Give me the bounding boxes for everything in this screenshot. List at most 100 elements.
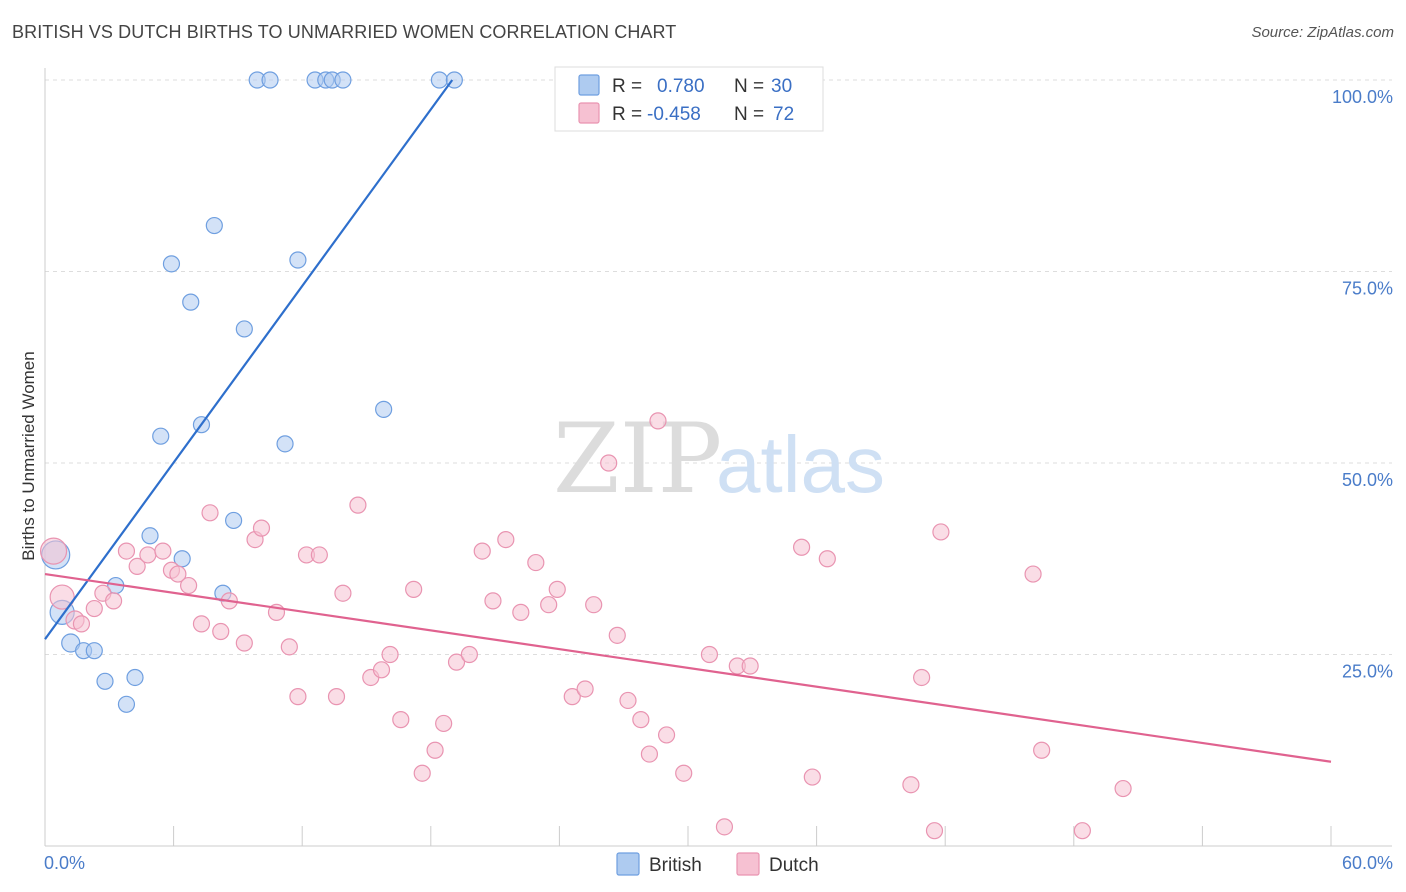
y-tick-label: 50.0% <box>1342 470 1393 490</box>
point-dutch <box>192 615 211 633</box>
legend-label-dutch: Dutch <box>769 855 819 876</box>
point-dutch <box>235 634 253 652</box>
point-british <box>152 427 170 445</box>
gridlines <box>45 79 1392 655</box>
point-british <box>117 695 136 713</box>
point-dutch <box>585 596 603 614</box>
point-dutch <box>741 657 759 675</box>
point-dutch <box>139 546 157 564</box>
y-tick-label: 75.0% <box>1342 279 1393 299</box>
stats-n-label-dutch: N = <box>734 104 764 125</box>
point-dutch <box>85 599 103 618</box>
point-dutch <box>426 741 444 759</box>
point-dutch <box>818 550 836 568</box>
stats-swatch-british <box>578 74 600 96</box>
point-dutch <box>280 638 298 656</box>
watermark-atlas: atlas <box>716 420 885 509</box>
point-dutch <box>349 496 367 514</box>
point-british <box>289 251 307 269</box>
point-dutch <box>252 519 271 537</box>
point-dutch <box>548 580 566 598</box>
point-dutch <box>640 745 659 763</box>
stats-r-value-british: 0.780 <box>657 76 705 97</box>
point-dutch <box>169 565 187 583</box>
trend-line-british <box>44 79 454 640</box>
point-british <box>205 216 223 235</box>
point-dutch <box>913 668 931 687</box>
x-tick-label-max: 60.0% <box>1342 853 1393 873</box>
point-dutch <box>381 645 399 664</box>
x-tick-label-min: 0.0% <box>44 853 85 873</box>
point-dutch <box>576 680 594 698</box>
stats-legend: R = 0.780 N = 30 R = -0.458 N = 72 <box>554 66 824 132</box>
trend-line-dutch <box>44 572 1332 763</box>
point-british <box>375 400 393 418</box>
x-tick-labels: 0.0% 60.0% <box>44 853 1393 873</box>
point-british <box>235 320 253 338</box>
point-dutch <box>392 711 410 729</box>
point-dutch <box>649 412 667 430</box>
point-british <box>96 672 114 690</box>
y-tick-labels: 25.0% 50.0% 75.0% 100.0% <box>1332 87 1393 682</box>
point-dutch <box>484 592 502 610</box>
point-dutch <box>473 542 491 560</box>
point-british <box>85 642 103 660</box>
point-dutch <box>460 645 478 664</box>
y-axis-label: Births to Unmarried Women <box>19 351 38 560</box>
point-dutch <box>715 818 734 836</box>
point-dutch <box>435 714 453 733</box>
chart-title: BRITISH VS DUTCH BIRTHS TO UNMARRIED WOM… <box>12 22 677 42</box>
stats-n-label-british: N = <box>734 76 764 97</box>
point-dutch <box>675 764 693 782</box>
legend-swatch-dutch <box>736 852 760 876</box>
point-dutch <box>563 688 581 706</box>
point-dutch <box>1073 822 1091 840</box>
point-dutch <box>372 661 391 679</box>
point-british <box>182 293 200 311</box>
point-dutch <box>1033 741 1051 759</box>
point-dutch <box>201 504 219 522</box>
trend-lines <box>44 79 1332 763</box>
point-dutch <box>527 553 545 572</box>
stats-r-label-british: R = <box>612 76 642 97</box>
y-tick-label: 25.0% <box>1342 662 1393 682</box>
point-dutch <box>497 530 515 549</box>
point-british <box>126 668 144 687</box>
point-british <box>334 71 352 89</box>
point-dutch <box>608 626 626 644</box>
point-dutch <box>104 592 123 610</box>
point-dutch <box>334 584 352 602</box>
stats-n-value-dutch: 72 <box>773 104 794 125</box>
point-dutch <box>289 688 307 706</box>
chart-source: Source: ZipAtlas.com <box>1251 24 1394 41</box>
point-british <box>225 511 243 530</box>
point-dutch <box>327 688 346 706</box>
point-dutch <box>902 776 920 794</box>
point-british <box>276 435 294 453</box>
series-legend: British Dutch <box>616 852 819 876</box>
y-tick-label: 100.0% <box>1332 87 1393 107</box>
legend-label-british: British <box>649 855 702 876</box>
point-dutch <box>700 645 719 664</box>
watermark: ZIP atlas <box>553 403 885 515</box>
axes <box>44 68 1392 847</box>
legend-swatch-british <box>616 852 640 876</box>
point-dutch <box>632 711 650 729</box>
point-dutch <box>925 822 944 840</box>
point-dutch <box>405 580 423 598</box>
point-dutch <box>600 454 618 472</box>
stats-r-label-dutch: R = <box>612 104 642 125</box>
data-points <box>39 71 1132 840</box>
point-dutch <box>1114 779 1132 798</box>
point-dutch <box>49 584 75 610</box>
stats-swatch-dutch <box>578 102 600 124</box>
point-dutch <box>72 615 91 633</box>
watermark-zip: ZIP <box>553 403 722 515</box>
point-british <box>261 71 279 89</box>
point-dutch <box>212 622 230 641</box>
point-dutch <box>803 768 821 786</box>
point-british <box>162 255 181 273</box>
point-dutch <box>180 576 198 595</box>
point-british <box>430 71 448 89</box>
